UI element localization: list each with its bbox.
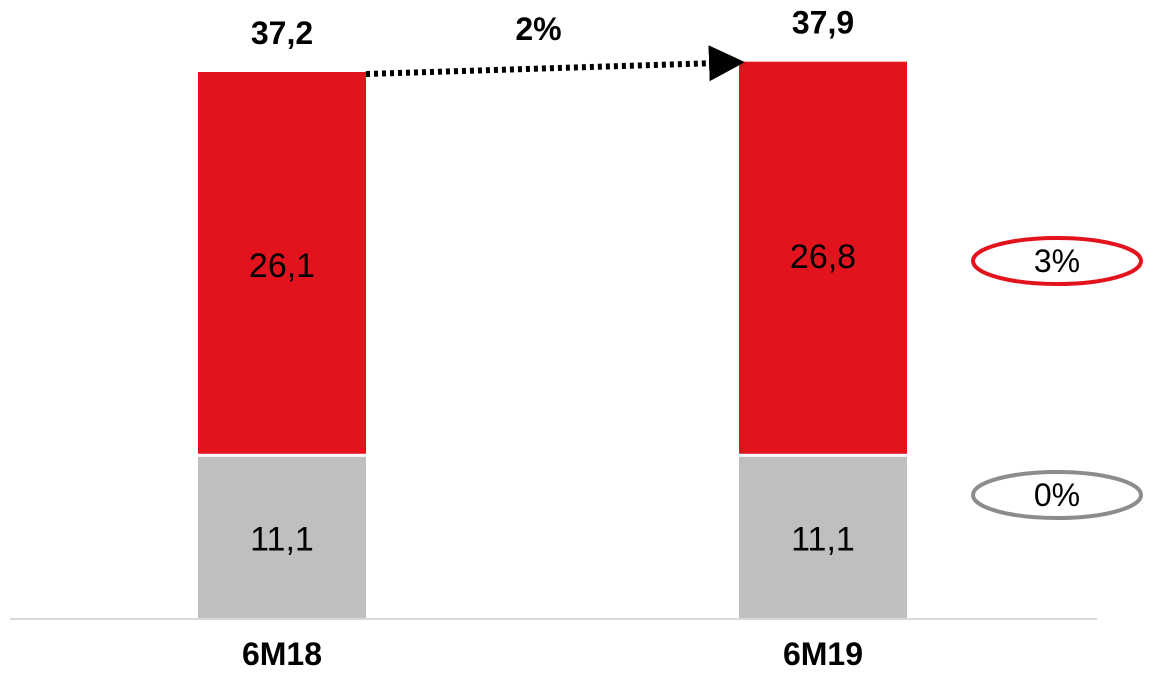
segment-value-label: 11,1	[250, 520, 314, 558]
total-value-label: 37,2	[251, 15, 313, 51]
segment-value-label: 26,8	[790, 238, 856, 276]
bar-segment-top-6M19	[739, 61, 907, 454]
category-label: 6M18	[242, 636, 322, 672]
growth-arrow	[365, 45, 745, 82]
bar-segment-base-6M19	[739, 456, 907, 620]
category-label: 6M19	[783, 636, 863, 672]
growth-label: 2%	[515, 11, 561, 47]
series-growth-label: 3%	[1034, 243, 1080, 279]
bar-segment-top-6M18	[198, 72, 366, 454]
series-growth-label: 0%	[1034, 477, 1080, 513]
segment-value-label: 11,1	[791, 520, 855, 558]
segment-value-label: 26,1	[249, 247, 315, 285]
bar-segment-base-6M18	[198, 456, 366, 620]
total-value-label: 37,9	[792, 5, 854, 41]
series-growth-badge	[971, 236, 1143, 286]
series-growth-badge	[971, 470, 1143, 520]
